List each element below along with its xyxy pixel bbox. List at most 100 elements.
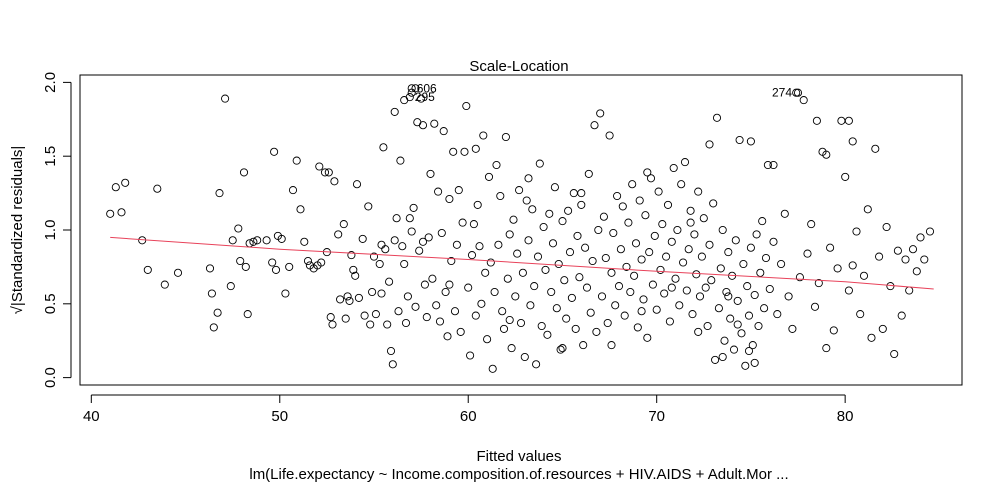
data-point	[300, 237, 309, 246]
data-point	[320, 168, 330, 177]
data-point	[405, 214, 414, 223]
data-point	[437, 228, 446, 238]
data-point	[792, 88, 801, 97]
data-point	[473, 200, 482, 209]
data-point	[601, 253, 610, 263]
data-point	[498, 307, 507, 316]
data-point	[680, 158, 690, 167]
data-point	[383, 320, 392, 329]
data-point	[807, 220, 816, 229]
data-point	[597, 292, 607, 301]
data-point	[492, 160, 501, 170]
data-point	[160, 280, 169, 289]
data-point	[454, 186, 463, 195]
data-point	[505, 315, 514, 325]
data-point	[613, 191, 622, 201]
data-point	[351, 271, 360, 280]
data-point	[226, 282, 235, 291]
data-point	[471, 311, 480, 320]
data-point	[571, 324, 580, 333]
data-point	[586, 308, 595, 317]
data-point	[703, 321, 712, 331]
data-point	[890, 349, 899, 359]
data-point	[784, 292, 793, 301]
data-point	[643, 168, 652, 177]
y-tick-label: 1.5	[42, 146, 59, 167]
data-point	[722, 287, 731, 297]
data-point	[645, 248, 654, 257]
data-point	[618, 202, 627, 211]
data-point	[547, 287, 556, 297]
data-point	[368, 287, 377, 297]
data-point	[686, 206, 695, 215]
data-point	[334, 230, 343, 239]
data-point	[541, 265, 550, 274]
data-point	[871, 144, 880, 153]
data-point	[724, 292, 733, 301]
data-point	[420, 280, 429, 289]
data-point	[741, 361, 750, 370]
data-point	[694, 327, 703, 336]
data-point	[852, 227, 861, 236]
data-point	[262, 236, 271, 245]
data-point	[450, 307, 460, 316]
data-point	[637, 255, 646, 264]
data-point	[394, 307, 403, 316]
data-point	[620, 311, 629, 320]
data-point	[744, 311, 754, 320]
data-point	[756, 268, 765, 277]
data-point	[750, 290, 759, 300]
data-point	[341, 314, 350, 323]
data-point	[650, 231, 659, 240]
data-point	[616, 245, 625, 254]
data-point	[464, 283, 473, 292]
data-point	[908, 245, 918, 254]
data-point	[743, 282, 752, 291]
data-point	[111, 183, 120, 192]
data-point	[396, 156, 405, 165]
data-point	[758, 217, 767, 226]
data-point	[336, 295, 345, 304]
data-point	[637, 307, 646, 316]
data-point	[658, 220, 667, 229]
data-point	[662, 252, 671, 261]
data-point	[270, 147, 279, 156]
data-point	[507, 344, 516, 353]
data-point	[488, 364, 497, 373]
x-tick-label: 60	[460, 408, 477, 425]
data-point	[622, 262, 631, 271]
data-point	[635, 196, 644, 205]
data-point	[243, 310, 252, 319]
point-id-label: 274	[772, 86, 792, 100]
data-point	[609, 228, 618, 238]
data-point	[582, 283, 592, 292]
model-formula-subtitle: lm(Life.expectancy ~ Income.composition.…	[249, 466, 788, 483]
data-point	[626, 287, 635, 297]
data-point	[326, 313, 335, 322]
data-point	[671, 274, 680, 283]
data-point	[856, 310, 865, 319]
data-point	[445, 194, 454, 204]
data-point	[330, 177, 339, 186]
data-point	[630, 271, 639, 280]
data-point	[558, 344, 567, 353]
data-point	[573, 231, 582, 240]
data-point	[750, 358, 759, 367]
data-point	[752, 230, 761, 239]
data-point	[837, 116, 846, 125]
data-point	[656, 265, 665, 274]
data-point	[569, 189, 578, 198]
data-point	[577, 200, 586, 209]
data-point	[441, 287, 450, 297]
data-point	[646, 174, 656, 183]
data-point	[228, 236, 237, 245]
data-point	[403, 292, 412, 301]
data-point	[411, 84, 420, 93]
data-point	[285, 262, 294, 271]
data-point	[477, 299, 486, 308]
data-point	[897, 311, 906, 320]
data-point	[592, 327, 601, 336]
data-point	[173, 268, 183, 277]
data-point	[599, 212, 608, 221]
data-point	[241, 262, 250, 271]
